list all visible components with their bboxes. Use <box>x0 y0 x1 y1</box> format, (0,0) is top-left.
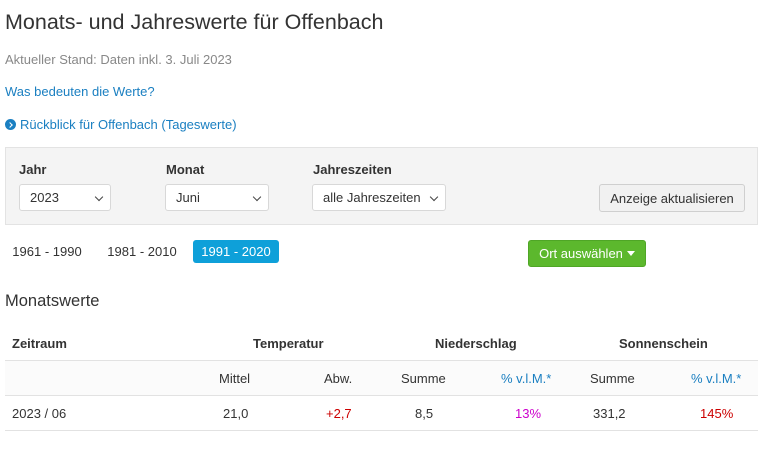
daily-review-link[interactable]: Rückblick für Offenbach (Tageswerte) <box>5 117 237 132</box>
month-label: Monat <box>166 162 205 177</box>
subheader-precipitation-sum: Summe <box>401 370 446 386</box>
chevron-down-icon <box>429 192 439 202</box>
table-row: 2023 / 06 21,0 +2,7 8,5 13% 331,2 145% <box>5 396 758 431</box>
page-title: Monats- und Jahreswerte für Offenbach <box>5 10 384 34</box>
data-status: Aktueller Stand: Daten inkl. 3. Juli 202… <box>5 52 232 67</box>
month-select[interactable]: Juni <box>165 184 269 211</box>
filter-panel: Jahr 2023 Monat Juni Jahreszeiten alle J… <box>5 147 758 225</box>
month-select-value: Juni <box>176 190 200 205</box>
chevron-down-icon <box>252 192 262 202</box>
daily-review-link-label: Rückblick für Offenbach (Tageswerte) <box>20 117 237 132</box>
subheader-precipitation-percent: % v.l.M.* <box>501 370 552 386</box>
select-location-label: Ort auswählen <box>539 246 623 261</box>
select-location-button[interactable]: Ort auswählen <box>528 240 646 267</box>
subheader-sunshine-sum: Summe <box>590 370 635 386</box>
monthly-values-table: Zeitraum Temperatur Niederschlag Sonnens… <box>5 326 758 431</box>
section-title-monthly: Monatswerte <box>5 292 100 310</box>
table-group-header: Zeitraum Temperatur Niederschlag Sonnens… <box>5 326 758 361</box>
subheader-temp-mean: Mittel <box>219 370 251 386</box>
column-header-sunshine: Sonnenschein <box>619 335 708 351</box>
table-sub-header: Mittel Abw. Summe % v.l.M.* Summe % v.l.… <box>5 361 758 396</box>
caret-down-icon <box>626 251 635 256</box>
explanation-link[interactable]: Was bedeuten die Werte? <box>5 84 155 99</box>
season-select-value: alle Jahreszeiten <box>323 190 421 205</box>
year-select[interactable]: 2023 <box>19 184 111 211</box>
period-1961-1990[interactable]: 1961 - 1990 <box>12 244 82 259</box>
row-precipitation-sum: 8,5 <box>415 405 434 421</box>
period-1981-2010[interactable]: 1981 - 2010 <box>107 244 177 259</box>
row-period: 2023 / 06 <box>12 405 67 421</box>
season-label: Jahreszeiten <box>313 162 392 177</box>
year-label: Jahr <box>19 162 47 177</box>
season-select[interactable]: alle Jahreszeiten <box>312 184 446 211</box>
year-select-value: 2023 <box>30 190 59 205</box>
subheader-sunshine-percent: % v.l.M.* <box>691 370 742 386</box>
update-display-button[interactable]: Anzeige aktualisieren <box>599 184 745 212</box>
row-sunshine-percent: 145% <box>700 405 734 421</box>
chevron-down-icon <box>94 192 104 202</box>
row-temp-mean: 21,0 <box>223 405 249 421</box>
row-precipitation-percent: 13% <box>515 405 542 421</box>
column-header-temperature: Temperatur <box>253 335 324 351</box>
row-temp-deviation: +2,7 <box>326 405 352 421</box>
column-header-precipitation: Niederschlag <box>435 335 517 351</box>
subheader-temp-deviation: Abw. <box>324 370 353 386</box>
row-sunshine-sum: 331,2 <box>593 405 626 421</box>
period-1991-2020[interactable]: 1991 - 2020 <box>193 240 279 263</box>
column-header-period: Zeitraum <box>12 335 67 351</box>
chevron-right-circle-icon <box>5 119 16 130</box>
